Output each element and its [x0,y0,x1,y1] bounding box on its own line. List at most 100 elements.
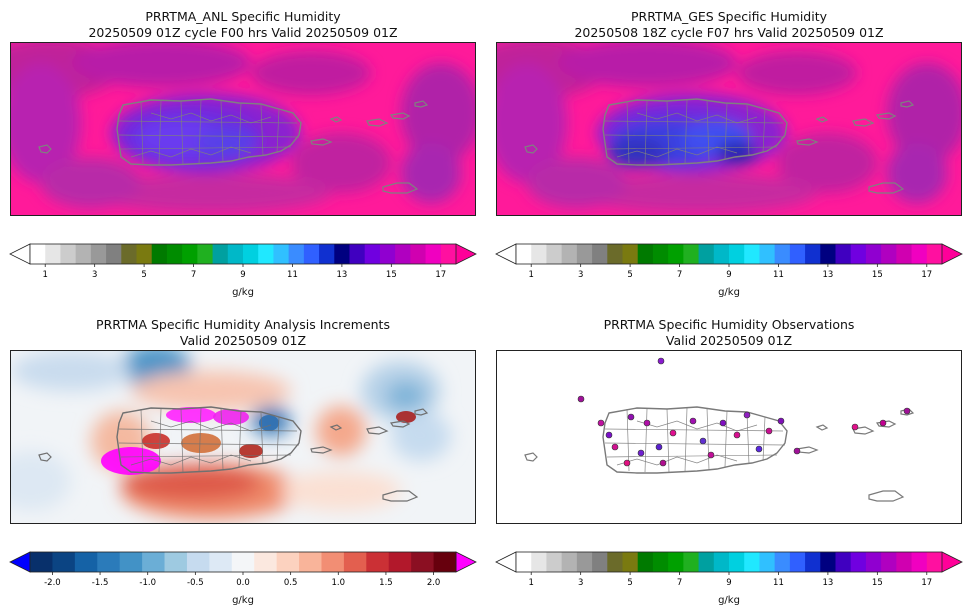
map-ges [496,42,962,216]
colorbar-segment [164,552,188,572]
puerto-rico-outline [116,98,302,166]
island-outline [868,490,905,502]
municipality-boundary [626,100,630,164]
colorbar-segment [592,552,608,572]
coastline-group [38,406,429,502]
municipality-boundary [616,146,738,158]
colorbar-segment [254,552,278,572]
island-outline [382,182,419,194]
municipality-boundary [220,99,224,163]
colorbar-segment [212,244,229,264]
colorbar-segment [820,552,836,572]
colorbar-under-arrow [9,243,31,265]
colorbar-segment [698,244,715,264]
colorbar-segment [379,244,396,264]
island-outline [414,100,429,108]
municipality-boundary [606,146,778,150]
municipality-boundary [666,408,670,474]
observation-point [605,431,613,439]
colorbar-segment [607,552,623,572]
municipality-boundary [130,146,252,158]
colorbar-segment [759,552,776,572]
colorbar-tick-label: 15 [872,578,883,588]
colorbar-segment [531,552,547,572]
colorbar-segment [52,552,76,572]
colorbar-segment [410,244,427,264]
observation-point [765,427,773,435]
colorbar-tick-label: 15 [386,270,397,280]
colorbar-segment [209,552,233,572]
colorbar-tick-label: 1 [529,578,534,588]
colorbar-segment [546,244,563,264]
colorbar-tick-label: 0.0 [236,578,250,588]
colorbar-segment [182,244,198,264]
colorbar-segment [366,552,390,572]
observation-point [669,429,677,437]
colorbar-segment [805,552,821,572]
island-outline [389,420,411,428]
colorbar-ges: 1 3 5 7 9 11 13 15 17 [495,243,963,280]
observation-point [903,407,911,415]
colorbar-segment [668,244,684,264]
units-label: g/kg [718,287,740,298]
colorbar-segment [516,244,532,264]
island-outline [310,138,333,146]
colorbar-tick-label: 11 [773,578,784,588]
background-field [497,351,961,523]
observation-point [879,419,887,427]
colorbar-segment [607,244,623,264]
island-outline [868,182,905,194]
puerto-rico-outline [602,406,788,474]
title-line-2: 20250509 01Z cycle F00 hrs Valid 2025050… [88,25,398,40]
colorbar-segment [273,244,290,264]
colorbar-segment [592,244,608,264]
colorbar-segment [288,244,305,264]
colorbar-segment [835,552,852,572]
municipality-boundary [684,407,688,473]
colorbar-segment [60,244,77,264]
colorbar-segment [30,552,53,572]
colorbar-under-arrow [495,243,517,265]
colorbar-segment [364,244,381,264]
increment-land-detail [101,407,416,475]
colorbar-over-arrow [941,243,963,265]
colorbar-segment [106,244,122,264]
observation-point [637,449,645,457]
municipality-boundary [180,100,184,166]
colorbar-tick-label: 13 [822,270,833,280]
colorbar-segment [652,552,669,572]
island-outline [414,408,429,416]
island-outline [38,144,52,154]
colorbar-segment [774,244,791,264]
observation-point [719,419,727,427]
municipality-boundary [604,428,784,432]
coastline-group [524,98,915,194]
colorbar-segment [303,244,320,264]
colorbar-tick-label: 1 [529,270,534,280]
colorbar-tick-label: 5 [627,578,632,588]
colorbar-tick-label: 5 [141,270,146,280]
colorbar-segment [759,244,776,264]
observation-point [655,443,663,451]
colorbar-segment [926,552,943,572]
island-outline [796,138,819,146]
colorbar-segment [789,244,806,264]
humidity-field [11,43,475,213]
municipality-boundary [150,420,272,432]
colorbar-segment [698,552,715,572]
colorbar-segment [90,244,107,264]
colorbar-under-arrow [9,551,31,573]
colorbar-tick-label: 13 [336,270,347,280]
island-outline [815,116,829,123]
colorbar-tick-label: 15 [872,270,883,280]
colorbar-segment [186,552,210,572]
municipality-boundary [606,454,778,458]
colorbar-segment [321,552,345,572]
colorbar-segment [136,244,153,264]
colorbar-over-arrow [455,243,477,265]
colorbar-tick-label: -1.5 [92,578,109,588]
colorbar-segment [896,552,913,572]
colorbar-segment [729,552,745,572]
colorbar-observations: 1 3 5 7 9 11 13 15 17 [495,551,963,588]
colorbar-tick-label: 1 [43,270,48,280]
